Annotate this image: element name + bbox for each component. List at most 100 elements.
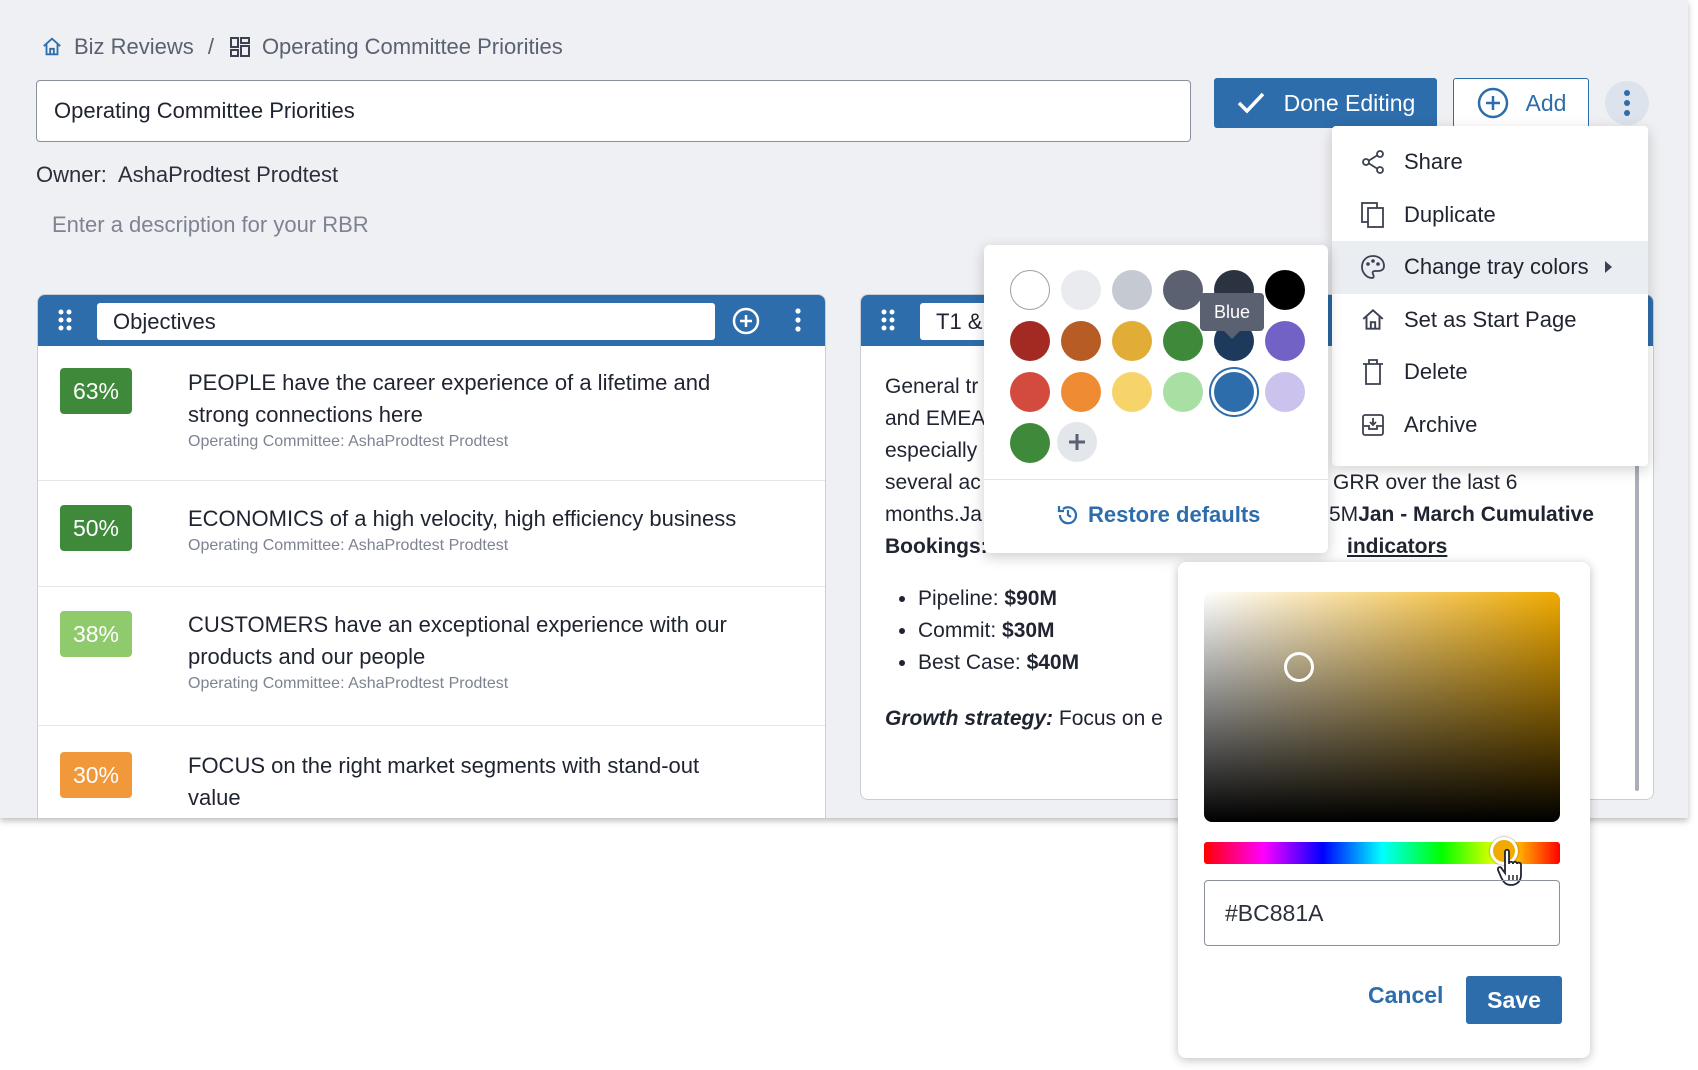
objective-text: ECONOMICS of a high velocity, high effic… [188, 503, 748, 557]
check-icon [1237, 92, 1264, 114]
objectives-tray: Objectives 63% PEOPLE have the career ex… [37, 294, 826, 818]
menu-item-share[interactable]: Share [1332, 136, 1648, 189]
objective-row[interactable]: 38% CUSTOMERS have an exceptional experi… [38, 587, 825, 726]
objective-row[interactable]: 50% ECONOMICS of a high velocity, high e… [38, 481, 825, 587]
color-swatch[interactable] [1265, 372, 1305, 412]
hand-cursor-icon [1496, 848, 1522, 886]
hex-input[interactable]: #BC881A [1204, 880, 1560, 946]
color-swatch[interactable] [1010, 270, 1050, 310]
breadcrumb-separator: / [207, 34, 214, 59]
progress-badge: 38% [60, 611, 132, 657]
text-line: and EMEA [885, 407, 986, 430]
save-button[interactable]: Save [1466, 976, 1562, 1024]
menu-item-change-tray-colors[interactable]: Change tray colors [1332, 241, 1648, 294]
hue-slider[interactable] [1204, 837, 1560, 886]
objective-text: CUSTOMERS have an exceptional experience… [188, 609, 748, 695]
objective-owner: Operating Committee: AshaProdtest Prodte… [188, 537, 509, 554]
add-button[interactable]: Add [1453, 78, 1589, 128]
color-swatch[interactable] [1061, 270, 1101, 310]
breadcrumb-home[interactable]: Biz Reviews [74, 34, 194, 59]
dashboard-icon [228, 35, 252, 59]
scrollbar[interactable] [1635, 351, 1639, 791]
history-icon [1057, 506, 1078, 525]
plus-circle-icon [1477, 87, 1508, 119]
color-swatch[interactable] [1163, 372, 1203, 412]
description-field[interactable]: Enter a description for your RBR [52, 212, 369, 237]
add-label: Add [1525, 89, 1567, 116]
restore-defaults-button[interactable]: Restore defaults [1056, 502, 1260, 528]
color-swatch[interactable] [1265, 270, 1305, 310]
hue-handle[interactable] [1490, 837, 1518, 865]
vertical-dots-icon [1624, 90, 1630, 116]
color-swatch[interactable] [1061, 321, 1101, 361]
text-line: several ac [885, 471, 981, 494]
grr-text: GRR over the last 6 [1333, 471, 1518, 494]
home-icon [1358, 305, 1388, 335]
trash-icon [1358, 357, 1388, 387]
menu-item-set-start-page[interactable]: Set as Start Page [1332, 294, 1648, 347]
saturation-area[interactable] [1204, 592, 1560, 822]
add-item-icon[interactable] [732, 307, 760, 335]
objective-title: PEOPLE have the career experience of a l… [188, 370, 711, 427]
progress-badge: 50% [60, 505, 132, 551]
add-color-button[interactable] [1057, 422, 1097, 462]
menu-item-delete[interactable]: Delete [1332, 346, 1648, 399]
options-menu: Share Duplicate Change tray colors Set a… [1332, 126, 1648, 466]
menu-item-archive[interactable]: Archive [1332, 399, 1648, 452]
color-swatch[interactable] [1163, 270, 1203, 310]
text-line: General tr [885, 375, 979, 398]
objective-row[interactable]: 63% PEOPLE have the career experience of… [38, 346, 825, 481]
color-swatch[interactable] [1010, 372, 1050, 412]
archive-icon [1358, 410, 1388, 440]
color-swatch[interactable] [1112, 321, 1152, 361]
tray-color-palette: Restore defaults [984, 245, 1328, 553]
objective-title: ECONOMICS of a high velocity, high effic… [188, 506, 737, 531]
objective-title: FOCUS on the right market segments with … [188, 753, 700, 810]
divider [984, 479, 1328, 480]
progress-badge: 63% [60, 368, 132, 414]
bullet-item: Commit: $30M [918, 615, 1163, 647]
objective-title: CUSTOMERS have an exceptional experience… [188, 612, 727, 669]
owner-line: Owner: AshaProdtest Prodtest [36, 162, 338, 188]
cancel-button[interactable]: Cancel [1368, 982, 1444, 1008]
tray-header: Objectives [38, 295, 825, 346]
tray-rich-text: General tr and EMEA especially several a… [885, 371, 1163, 735]
breadcrumb: Biz Reviews / Operating Committee Priori… [40, 34, 563, 60]
color-swatch[interactable] [1010, 423, 1050, 463]
plus-icon [1069, 434, 1085, 450]
color-swatch[interactable] [1010, 321, 1050, 361]
objective-row[interactable]: 30% FOCUS on the right market segments w… [38, 726, 825, 818]
cumulative-line: 5MJan - March Cumulative [1329, 503, 1594, 526]
menu-item-duplicate[interactable]: Duplicate [1332, 189, 1648, 242]
color-tooltip: Blue [1200, 293, 1264, 339]
bullet-list: Pipeline: $90M Commit: $30M Best Case: $… [885, 583, 1163, 679]
color-swatch[interactable] [1112, 270, 1152, 310]
drag-handle-icon[interactable] [881, 309, 895, 331]
bullet-item: Pipeline: $90M [918, 583, 1163, 615]
owner-label: Owner: [36, 162, 107, 187]
color-swatch[interactable] [1265, 321, 1305, 361]
share-icon [1358, 147, 1388, 177]
done-editing-button[interactable]: Done Editing [1214, 78, 1437, 128]
color-swatch[interactable] [1112, 372, 1152, 412]
growth-line: Growth strategy: Focus on e [885, 707, 1163, 730]
objective-text: FOCUS on the right market segments with … [188, 750, 748, 814]
text-line: Bookings: [885, 535, 988, 558]
saturation-handle[interactable] [1284, 652, 1314, 682]
drag-handle-icon[interactable] [58, 309, 72, 331]
color-swatch[interactable] [1061, 372, 1101, 412]
objective-owner: Operating Committee: AshaProdtest Prodte… [188, 433, 509, 450]
title-input[interactable]: Operating Committee Priorities [36, 80, 1191, 142]
more-options-button[interactable] [1605, 81, 1649, 125]
custom-color-picker: #BC881A Cancel Save [1178, 562, 1590, 1058]
indicators-link[interactable]: indicators [1347, 535, 1448, 558]
tray-menu-icon[interactable] [795, 308, 801, 332]
progress-badge: 30% [60, 752, 132, 798]
objective-text: PEOPLE have the career experience of a l… [188, 367, 748, 453]
tray-name-input[interactable]: Objectives [97, 303, 715, 340]
color-swatch[interactable] [1163, 321, 1203, 361]
bullet-item: Best Case: $40M [918, 647, 1163, 679]
color-swatch[interactable] [1214, 372, 1254, 412]
home-icon[interactable] [40, 35, 64, 59]
palette-icon [1358, 252, 1388, 282]
